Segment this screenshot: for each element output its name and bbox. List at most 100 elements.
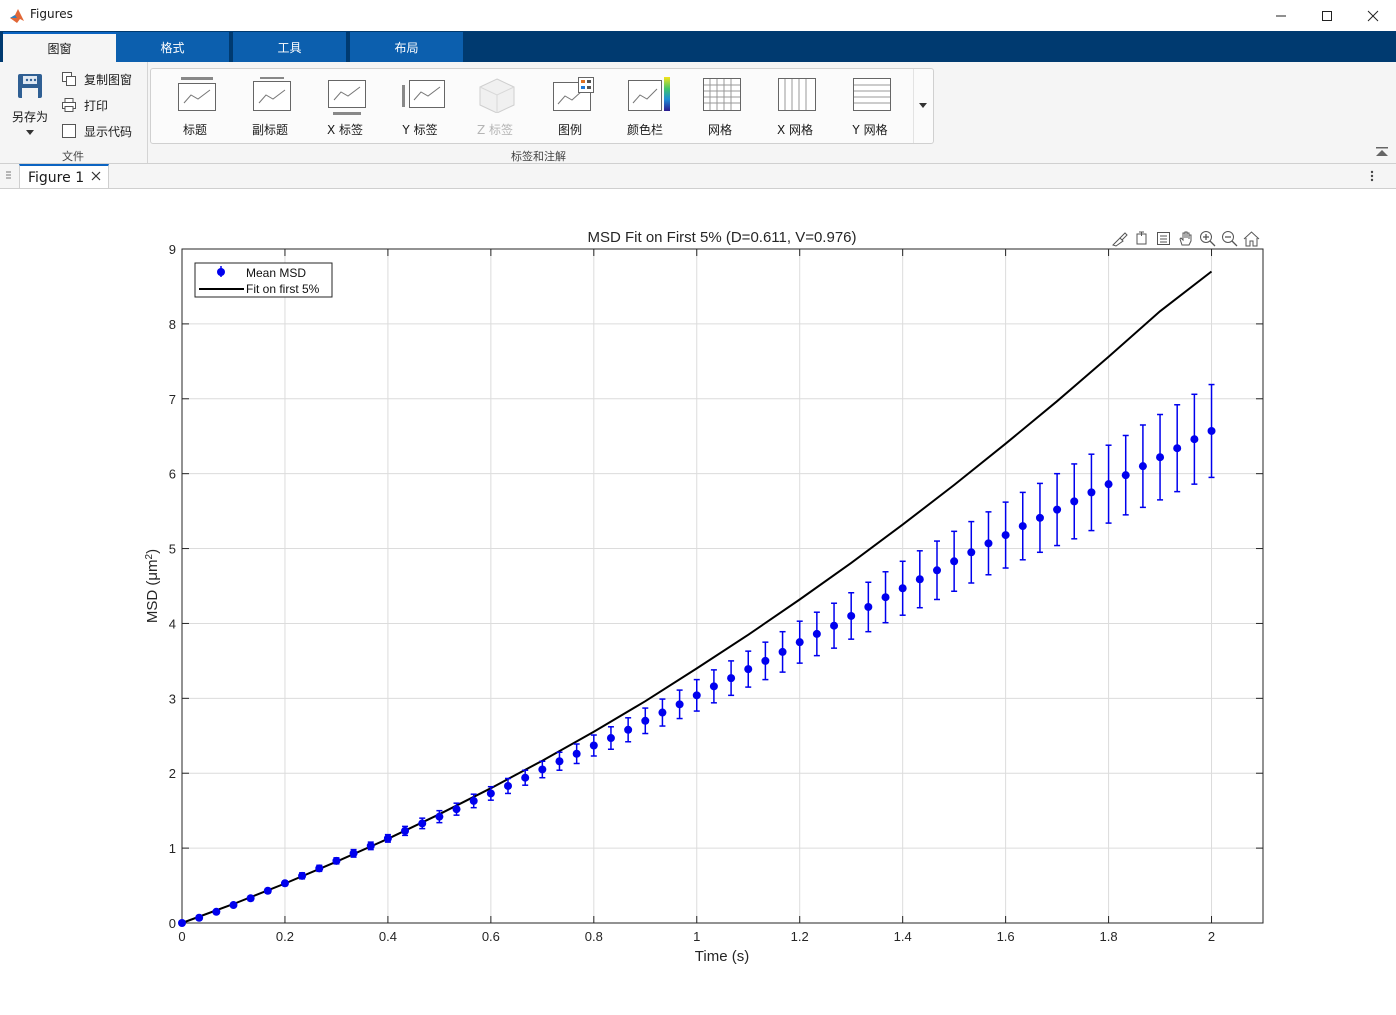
x-grid-button[interactable]: X 网格: [760, 77, 830, 141]
y-tick-label: 0: [169, 916, 176, 931]
tab-figure[interactable]: 图窗: [3, 32, 116, 62]
ribbon-tab-strip: 图窗 格式 工具 布局: [0, 31, 1396, 88]
data-point: [503, 781, 512, 790]
colorbar-button[interactable]: 颜色栏: [610, 77, 680, 141]
x-tick-label: 1.8: [1100, 929, 1118, 944]
collapse-ribbon-icon[interactable]: [1375, 146, 1389, 158]
close-button[interactable]: [1350, 0, 1396, 31]
x-tick-label: 2: [1208, 929, 1215, 944]
save-as-button[interactable]: 另存为: [8, 72, 52, 147]
data-point: [1190, 435, 1199, 444]
data-point: [246, 894, 255, 903]
chart-title: MSD Fit on First 5% (D=0.611, V=0.976): [588, 229, 857, 246]
data-point: [521, 773, 530, 782]
data-point: [692, 691, 701, 700]
y-tick-label: 1: [169, 841, 176, 856]
axes-toolbar: [1110, 229, 1261, 249]
legend-toggle-icon[interactable]: [1154, 229, 1173, 248]
figure-tab-bar: Figure 1: [0, 164, 1396, 189]
data-point: [298, 871, 307, 880]
data-point: [469, 796, 478, 805]
data-point: [915, 575, 924, 584]
data-point: [1104, 480, 1113, 489]
data-point: [486, 789, 495, 798]
data-point: [1087, 488, 1096, 497]
labels-section: 标题 副标题 X 标签 Y 标签 Z 标签 图例 颜色栏: [150, 68, 934, 144]
more-options-icon[interactable]: [1370, 170, 1374, 182]
legend-label-mean-msd: Mean MSD: [246, 266, 306, 280]
y-tick-label: 2: [169, 766, 176, 781]
data-point: [178, 919, 186, 927]
copy-figure-button[interactable]: 复制图窗: [60, 69, 132, 89]
axis-ticks: 0 0.2 0.4 0.6 0.8 1 1.2 1.4 1.6 1.8 2 0 1 2 3 4 5 6 7 8 9: [169, 242, 1263, 944]
data-point: [606, 734, 615, 743]
y-grid-button[interactable]: Y 网格: [835, 77, 905, 141]
tab-figure-1[interactable]: Figure 1: [19, 164, 109, 188]
grid-lines: [181, 248, 1263, 924]
data-point: [847, 611, 856, 620]
zoom-in-icon[interactable]: [1198, 229, 1217, 248]
brush-icon[interactable]: [1110, 229, 1129, 248]
subtitle-icon: [253, 77, 291, 111]
data-point: [795, 638, 804, 647]
data-point: [555, 757, 564, 766]
z-label-icon: [479, 78, 515, 113]
x-label-button[interactable]: X 标签: [310, 77, 380, 141]
x-tick-label: 0.8: [585, 929, 603, 944]
data-point: [229, 901, 238, 910]
data-point: [709, 682, 718, 691]
minimize-button[interactable]: [1258, 0, 1304, 31]
y-tick-label: 8: [169, 317, 176, 332]
ribbon-more-button[interactable]: [913, 69, 932, 143]
y-label-icon: [402, 80, 445, 108]
y-label-button[interactable]: Y 标签: [385, 77, 455, 141]
data-point: [1035, 513, 1044, 522]
home-icon[interactable]: [1242, 229, 1261, 248]
data-point: [830, 621, 839, 630]
x-tick-label: 0: [178, 929, 185, 944]
y-tick-label: 4: [169, 616, 176, 631]
data-point: [589, 741, 598, 750]
data-point: [761, 656, 770, 665]
y-tick-label: 6: [169, 467, 176, 482]
axes-box: [181, 248, 1264, 924]
x-tick-label: 1.6: [997, 929, 1015, 944]
y-tick-label: 5: [169, 542, 176, 557]
data-point: [366, 841, 375, 850]
tab-tools[interactable]: 工具: [233, 32, 346, 62]
data-point: [778, 647, 787, 656]
data-point: [1070, 497, 1079, 506]
title-button[interactable]: 标题: [160, 77, 230, 141]
legend[interactable]: Mean MSD Fit on first 5%: [194, 262, 333, 298]
print-button[interactable]: 打印: [60, 95, 108, 115]
legend-button[interactable]: 图例: [535, 77, 605, 141]
maximize-icon: [1322, 10, 1332, 21]
data-point: [984, 539, 993, 548]
ribbon-panel: 另存为 复制图窗 打印 显示代码 文件 标题 副标题 X 标签: [0, 62, 1396, 164]
pan-icon[interactable]: [1176, 229, 1195, 248]
x-tick-label: 1.2: [791, 929, 809, 944]
data-tips-icon[interactable]: [1132, 229, 1151, 248]
print-icon: [60, 97, 77, 114]
show-code-checkbox[interactable]: 显示代码: [60, 121, 132, 141]
z-label-button: Z 标签: [460, 77, 530, 141]
checkbox[interactable]: [60, 123, 77, 140]
matlab-logo-icon: [10, 9, 24, 23]
tab-layout[interactable]: 布局: [350, 32, 463, 62]
data-point: [1207, 426, 1216, 435]
drag-handle-icon[interactable]: [6, 171, 11, 181]
tab-format[interactable]: 格式: [116, 32, 229, 62]
y-tick-label: 3: [169, 691, 176, 706]
data-point: [641, 716, 650, 725]
grid-button[interactable]: 网格: [685, 77, 755, 141]
maximize-button[interactable]: [1304, 0, 1350, 31]
close-icon[interactable]: [91, 171, 101, 181]
data-point: [675, 700, 684, 709]
data-point: [658, 708, 667, 717]
legend-label-fit: Fit on first 5%: [246, 282, 320, 296]
zoom-out-icon[interactable]: [1220, 229, 1239, 248]
data-point: [315, 864, 324, 873]
figure-canvas: [1, 189, 1394, 1013]
subtitle-button[interactable]: 副标题: [235, 77, 305, 141]
